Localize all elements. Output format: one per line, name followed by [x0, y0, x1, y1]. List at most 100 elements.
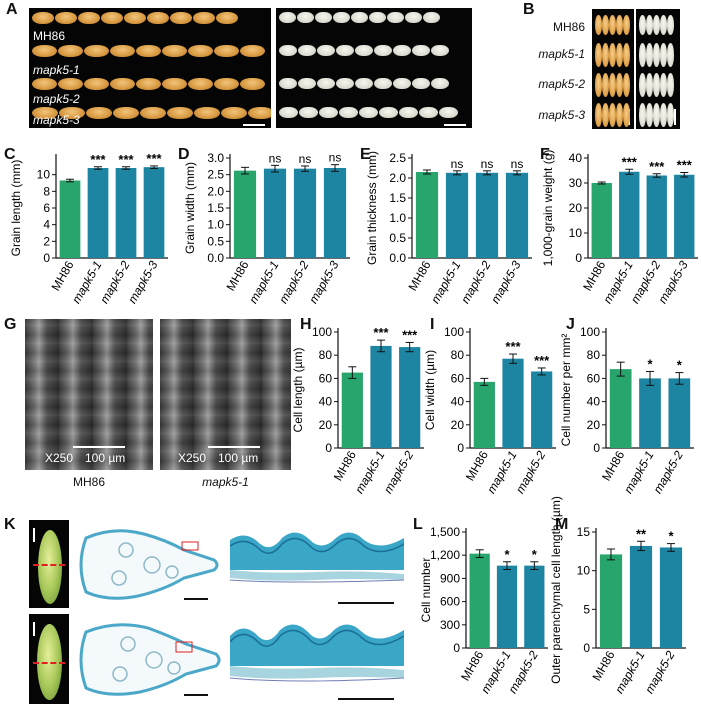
x-tick-label: MH86 [580, 258, 608, 293]
y-tick-label: 30 [569, 176, 583, 190]
chart-cell-width: Cell width (µm)020406080100MH86***mapk5-… [423, 325, 556, 496]
y-tick-label: 20 [587, 418, 601, 432]
bar [609, 369, 632, 448]
panel-letter-i: I [430, 316, 435, 333]
rice-grain [369, 12, 386, 23]
rice-grain [623, 15, 630, 35]
panel-b-label-mapk5-2: mapk5-2 [538, 77, 585, 91]
y-tick-label: 100 [580, 325, 600, 339]
rice-grain [86, 107, 112, 119]
y-tick-label: 1.5 [207, 201, 224, 215]
rice-grain [660, 103, 667, 127]
bar [341, 372, 363, 448]
significance-label: * [677, 358, 683, 373]
rice-grain [124, 12, 146, 24]
x-tick-label: mapk5-3 [306, 258, 342, 306]
y-tick-label: 900 [440, 571, 460, 585]
rice-grain [110, 78, 135, 90]
scale-bar [184, 598, 208, 600]
bar [674, 174, 695, 258]
y-tick-label: 0.0 [207, 251, 224, 265]
rice-grain [399, 107, 418, 118]
y-tick-label: 6 [43, 201, 50, 215]
y-axis-label: Cell number [419, 558, 433, 623]
panel-b-label-mapk5-1: mapk5-1 [538, 47, 585, 61]
bar [475, 172, 499, 258]
y-tick-label: 40 [451, 395, 465, 409]
panel-a-label-mh86: MH86 [33, 29, 66, 43]
rice-grain [240, 78, 265, 90]
significance-label: ns [329, 151, 342, 165]
rice-grain [84, 45, 109, 57]
rice-grain [431, 45, 449, 56]
rice-grain [616, 15, 623, 35]
rice-grain [393, 45, 411, 56]
rice-grain [298, 45, 316, 56]
significance-label: *** [622, 154, 638, 169]
significance-label: ns [511, 157, 524, 171]
rice-grain [653, 73, 660, 97]
rice-grain [188, 78, 213, 90]
rice-grain [339, 107, 358, 118]
y-tick-label: 60 [319, 371, 333, 385]
rice-grain [660, 43, 667, 67]
rice-grain [595, 103, 602, 127]
panel-a-label-mapk5-3: mapk5-3 [33, 113, 80, 127]
zoom-box [175, 641, 193, 653]
chart-cell-length: Cell length (µm)020406080100MH86***mapk5… [291, 325, 424, 496]
y-tick-label: 2.0 [389, 171, 406, 185]
rice-grain [359, 107, 378, 118]
rice-grain [667, 103, 674, 127]
significance-label: *** [505, 339, 521, 354]
rice-grain [374, 45, 392, 56]
rice-grain [602, 103, 609, 127]
bar [668, 378, 691, 448]
rice-grain [248, 107, 271, 119]
rice-grain [595, 15, 602, 35]
rice-grain [333, 12, 350, 23]
y-tick-label: 80 [587, 348, 601, 362]
rice-grain [616, 73, 623, 97]
y-tick-label: 4 [43, 218, 50, 232]
bar [599, 554, 623, 648]
rice-grain [667, 73, 674, 97]
y-tick-label: 1,500 [430, 525, 460, 539]
panel-g-left-magnification: X250 [45, 451, 74, 465]
y-tick-label: 1,200 [430, 548, 460, 562]
rice-grain [616, 103, 623, 127]
y-tick-label: 0 [583, 641, 590, 655]
panel-b-photo-white [636, 9, 680, 129]
bar [502, 358, 524, 448]
bar [370, 345, 392, 448]
scale-bar [338, 698, 394, 700]
significance-label: * [647, 356, 653, 371]
panel-g-right-magnification: X250 [178, 451, 207, 465]
y-axis-label: Cell length (µm) [291, 348, 305, 433]
significance-label: *** [373, 325, 389, 340]
x-tick-label: MH86 [223, 258, 251, 293]
rice-grain [595, 73, 602, 97]
bar [629, 545, 653, 648]
bar [524, 565, 545, 648]
x-tick-label: mapk5-2 [642, 648, 678, 696]
y-tick-label: 5 [583, 602, 590, 616]
rice-grain [317, 78, 335, 89]
rice-grain [140, 107, 166, 119]
y-axis-label: Grain length (mm) [9, 160, 23, 257]
y-tick-label: 1.0 [389, 211, 406, 225]
x-tick-label: MH86 [589, 648, 617, 683]
rice-grain [653, 15, 660, 35]
significance-label: * [668, 529, 674, 544]
x-tick-label: mapk5-3 [488, 258, 524, 306]
panel-letter-k: K [4, 516, 16, 533]
chart-cell-number-per-mm2: Cell number per mm²020406080100MH86*mapk… [559, 325, 694, 496]
y-tick-label: 0 [453, 641, 460, 655]
rice-grain [660, 73, 667, 97]
y-tick-label: 40 [319, 395, 333, 409]
rice-grain [646, 15, 653, 35]
y-tick-label: 0 [575, 251, 582, 265]
rice-grain [623, 103, 630, 127]
rice-grain [101, 12, 123, 24]
rice-grain [32, 78, 57, 90]
rice-grain [646, 43, 653, 67]
